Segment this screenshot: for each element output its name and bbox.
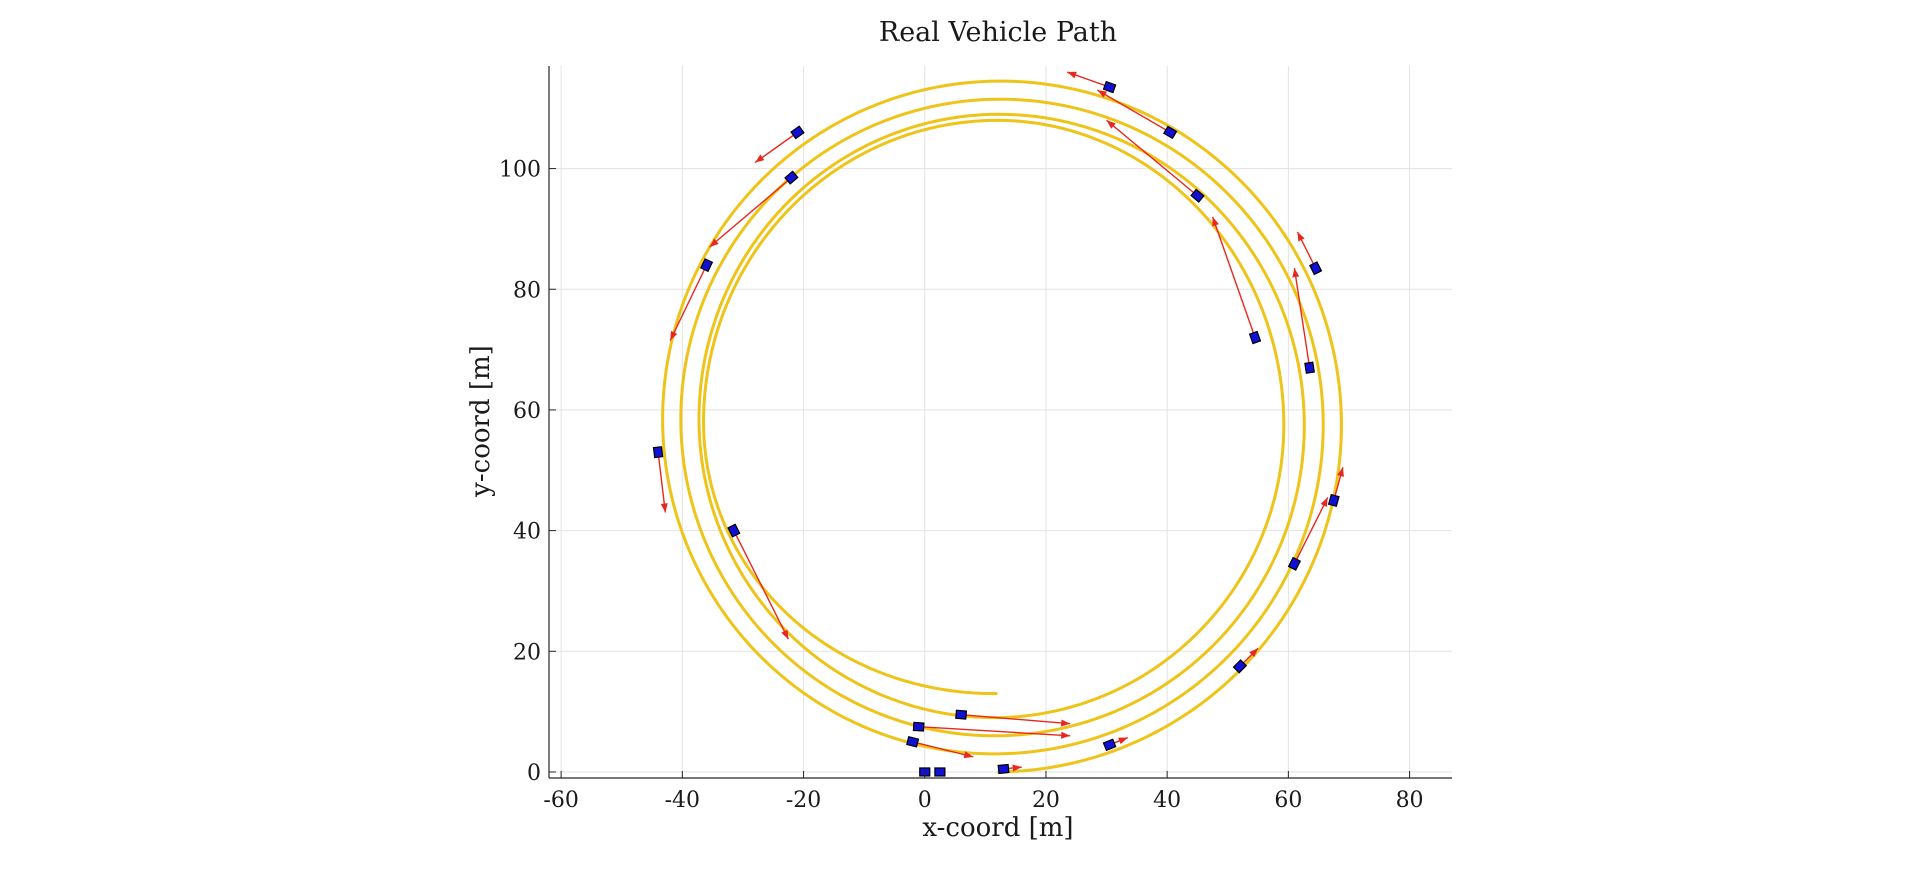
velocity-arrow-line — [1293, 268, 1311, 368]
vehicle-marker-11 — [1163, 125, 1178, 140]
velocity-arrow-head — [1337, 467, 1344, 477]
axes — [548, 66, 1452, 779]
velocity-arrow-head — [1118, 737, 1128, 745]
velocity-arrow-head — [755, 154, 765, 163]
vehicle-path — [661, 79, 1343, 774]
velocity-arrow-line — [1097, 89, 1171, 133]
chart-title: Real Vehicle Path — [879, 17, 1117, 48]
velocity-arrow-line — [657, 452, 667, 513]
vehicle-marker-9 — [1248, 330, 1262, 345]
x-axis-label: x-coord [m] — [922, 813, 1073, 843]
velocity-arrow-head — [1292, 268, 1300, 278]
velocity-arrow-head — [963, 751, 974, 759]
velocity-arrow-head — [1106, 120, 1116, 129]
velocity-arrow-head — [1012, 764, 1022, 772]
velocity-arrow-head — [1061, 731, 1071, 739]
velocity-arrow-head — [1297, 231, 1305, 242]
velocity-arrow-head — [670, 330, 678, 341]
tick-labels: -60 -40 -20 0 20 40 60 80 0 20 40 60 80 100 — [499, 158, 1424, 813]
y-tick-label: 100 — [499, 158, 541, 183]
vehicle-marker-17 — [727, 523, 741, 538]
vehicle-marker-3 — [1102, 738, 1117, 752]
vehicle-marker-20 — [955, 709, 968, 720]
y-tick-label: 40 — [513, 520, 541, 545]
y-tick-label: 20 — [513, 640, 541, 665]
x-tick-label: 0 — [918, 788, 932, 813]
velocity-arrow-head — [660, 503, 668, 513]
vehicle-marker-2 — [997, 763, 1010, 775]
velocity-arrow-head — [1067, 71, 1077, 79]
x-tick-label: 40 — [1153, 788, 1181, 813]
vehicle-marker-14 — [784, 170, 799, 185]
velocity-arrow-line — [1106, 119, 1198, 197]
x-tick-label: 60 — [1274, 788, 1302, 813]
velocity-arrow-head — [1212, 216, 1219, 227]
y-tick-label: 80 — [513, 278, 541, 303]
velocity-arrow-head — [781, 629, 789, 640]
vehicle-marker-6 — [1327, 493, 1340, 508]
vehicle-marker-8 — [1309, 261, 1323, 276]
velocity-arrow-head — [1060, 719, 1071, 727]
x-tick-label: -40 — [665, 788, 700, 813]
vehicle-marker-16 — [652, 446, 664, 459]
velocity-arrow-head — [1320, 497, 1328, 508]
x-tick-label: 20 — [1032, 788, 1060, 813]
velocity-arrow-head — [709, 238, 719, 248]
vehicle-marker-7 — [1304, 361, 1315, 374]
path-spiral-line — [661, 79, 1343, 774]
vehicle-marker-15 — [700, 258, 714, 273]
grid-lines — [549, 66, 1452, 778]
velocity-arrow-line — [733, 530, 790, 640]
vehicle-marker-1 — [934, 767, 946, 777]
vehicle-marker-4 — [1232, 659, 1248, 674]
velocity-arrow-line — [961, 713, 1071, 725]
velocity-arrow-line — [918, 726, 1071, 737]
vehicle-marker-10 — [1190, 188, 1205, 203]
vehicle-marker-18 — [912, 721, 925, 732]
x-tick-label: -60 — [543, 788, 578, 813]
vehicle-marker-12 — [1102, 80, 1117, 94]
velocity-arrow-line — [709, 177, 792, 248]
velocity-arrow-line — [1211, 216, 1256, 338]
velocity-arrow-line — [1293, 497, 1329, 565]
vehicle-marker-19 — [906, 735, 920, 748]
velocity-arrow-line — [669, 264, 708, 341]
y-tick-label: 60 — [513, 399, 541, 424]
x-tick-label: -20 — [786, 788, 821, 813]
x-tick-label: 80 — [1396, 788, 1424, 813]
vehicle-marker-5 — [1287, 556, 1302, 571]
vehicle-marker-13 — [790, 125, 805, 140]
velocity-arrow-head — [1249, 648, 1259, 658]
y-tick-label: 0 — [527, 761, 541, 786]
velocity-arrow-line — [912, 741, 974, 758]
y-axis-label: y-coord [m] — [466, 345, 496, 498]
velocity-arrow-head — [1097, 90, 1108, 98]
velocity-arrows — [657, 71, 1344, 772]
